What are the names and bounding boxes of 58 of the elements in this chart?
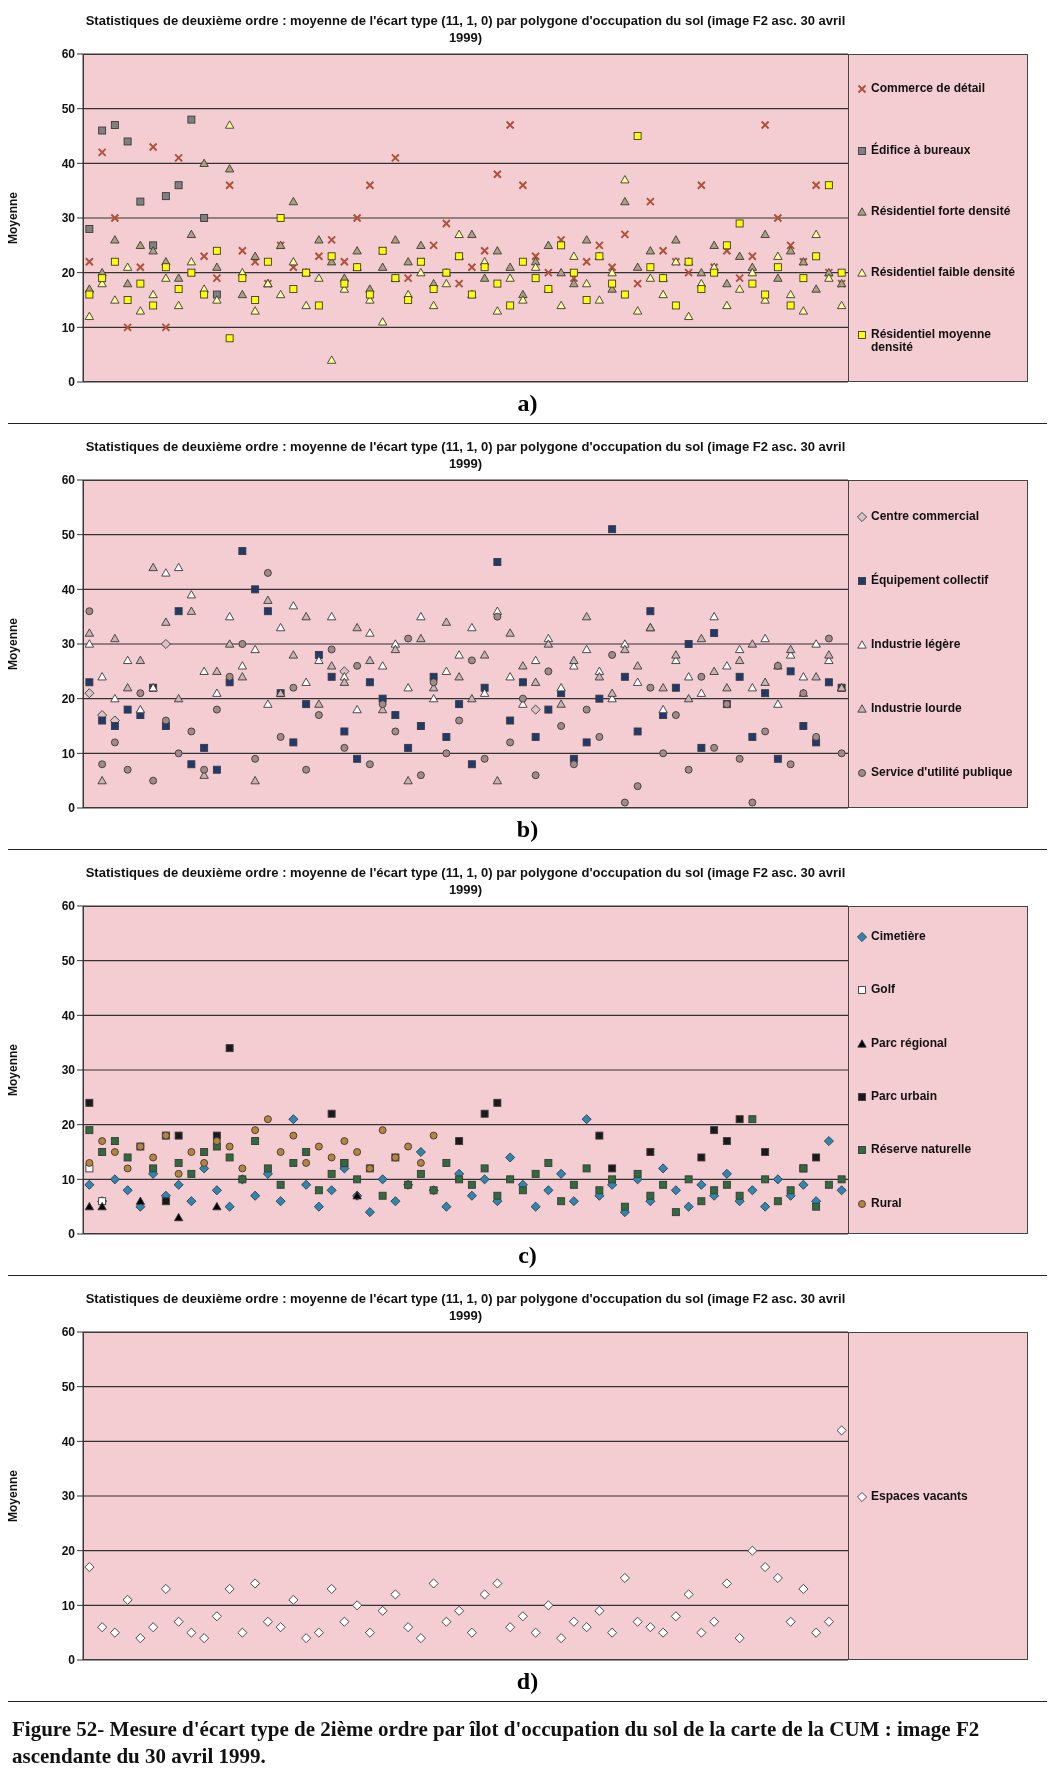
y-tick-label: 30	[61, 1063, 76, 1078]
y-tick-label: 10	[61, 1598, 76, 1613]
legend-label: Parc régional	[871, 1035, 948, 1050]
chart-title: Statistiques de deuxième ordre : moyenne de l'écart type (11, 1, 0) par polygone d'occupation du sol (image F2 asc. 30 avril 1999)	[84, 12, 847, 46]
legend-label: Centre commercial	[871, 508, 980, 523]
y-tick-label: 60	[61, 899, 76, 914]
y-tick-label: 30	[61, 211, 76, 226]
legend-label: Industrie lourde	[871, 700, 962, 715]
y-tick-label: 10	[61, 320, 76, 335]
y-tick-label: 20	[61, 1543, 76, 1558]
legend-label: Édifice à bureaux	[871, 142, 971, 157]
text: a)	[516, 389, 539, 418]
y-tick-label: 0	[68, 375, 76, 390]
text: b)	[515, 815, 540, 844]
y-tick-label: 0	[68, 801, 76, 816]
chart-title: Statistiques de deuxième ordre : moyenne de l'écart type (11, 1, 0) par polygone d'occupation du sol (image F2 asc. 30 avril 1999)	[84, 438, 847, 472]
legend-label: Cimetière	[871, 929, 926, 944]
chart-title: Statistiques de deuxième ordre : moyenne de l'écart type (11, 1, 0) par polygone d'occupation du sol (image F2 asc. 30 avril 1999)	[84, 1290, 847, 1324]
y-tick-label: 50	[61, 527, 76, 542]
caption: Figure 52- Mesure d'écart type de 2ième ordre par îlot d'occupation du sol de la carte de la CUM : image F2 ascendante du 30 avril 1999.	[12, 1716, 981, 1770]
legend-label: Espaces vacants	[871, 1488, 968, 1503]
y-tick-label: 40	[61, 1008, 76, 1023]
y-tick-label: 20	[61, 1117, 76, 1132]
legend-label: Commerce de détail	[871, 81, 986, 96]
y-tick-label: 60	[61, 473, 76, 488]
y-tick-label: 20	[61, 691, 76, 706]
legend-label: Service d'utilité publique	[871, 764, 1013, 779]
y-tick-label: 30	[61, 1489, 76, 1504]
legend-label: Industrie légère	[871, 636, 961, 651]
legend-label: Équipement collectif	[871, 572, 989, 587]
text: d)	[515, 1667, 540, 1696]
y-tick-label: 40	[61, 582, 76, 597]
y-axis-title: Moyenne	[6, 617, 21, 671]
legend-label: Résidentiel faible densité	[871, 265, 1016, 280]
y-tick-label: 50	[61, 1379, 76, 1394]
y-tick-label: 20	[61, 265, 76, 280]
y-tick-label: 10	[61, 1172, 76, 1187]
y-tick-label: 60	[61, 1325, 76, 1340]
legend-label: Résidentiel moyenne densité	[871, 326, 993, 354]
legend-label: Résidentiel forte densité	[871, 203, 1011, 218]
y-axis-title: Moyenne	[6, 1043, 21, 1097]
text: c)	[517, 1241, 538, 1270]
y-tick-label: 50	[61, 953, 76, 968]
y-tick-label: 60	[61, 47, 76, 62]
y-tick-label: 0	[68, 1653, 76, 1668]
legend-label: Réserve naturelle	[871, 1142, 972, 1157]
legend-label: Rural	[871, 1195, 902, 1210]
y-tick-label: 50	[61, 101, 76, 116]
y-tick-label: 10	[61, 746, 76, 761]
y-tick-label: 30	[61, 637, 76, 652]
chart-title: Statistiques de deuxième ordre : moyenne de l'écart type (11, 1, 0) par polygone d'occupation du sol (image F2 asc. 30 avril 1999)	[84, 864, 847, 898]
y-tick-label: 40	[61, 156, 76, 171]
legend-label: Golf	[871, 982, 895, 997]
y-axis-title: Moyenne	[6, 191, 21, 245]
y-tick-label: 40	[61, 1434, 76, 1449]
y-axis-title: Moyenne	[6, 1469, 21, 1523]
y-tick-label: 0	[68, 1227, 76, 1242]
legend-label: Parc urbain	[871, 1089, 938, 1104]
